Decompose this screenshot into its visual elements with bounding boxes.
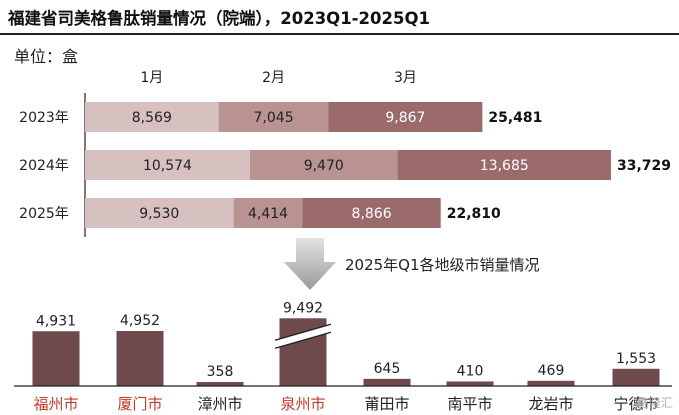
city-label-2: 厦门市 [117,395,162,413]
city-value-label: 645 [374,361,401,377]
unit-label: 单位：盒 [14,47,79,66]
bar-segment-2-1 [85,150,250,180]
category-label-3: 2025年 [19,206,69,222]
city-label-4: 泉州市 [280,395,325,413]
legend-month-2: 2月 [262,70,285,86]
bar-segment-3-2 [233,198,303,228]
city-value-label: 410 [457,363,484,379]
axis-break-gap [275,324,331,349]
total-value-label: 33,729 [617,158,671,174]
segment-value-label: 4,414 [248,206,288,222]
legend-month-1: 1月 [140,70,163,86]
total-value-label: 22,810 [447,206,501,222]
bar-segment-3-1 [85,198,234,228]
city-bar-3 [196,382,244,386]
city-label-6: 南平市 [447,395,492,413]
axis-break-line [274,331,332,349]
bar-segment-1-1 [85,102,219,132]
segment-value-label: 7,045 [254,110,294,126]
city-value-label: 4,952 [120,313,160,329]
city-label-5: 莆田市 [364,395,409,413]
axis-break-line [274,323,332,341]
segment-value-label: 13,685 [480,158,529,174]
city-bar-6 [446,381,494,386]
category-label-1: 2023年 [19,110,69,126]
bar-segment-1-3 [328,102,483,132]
city-label-3: 漳州市 [197,395,242,413]
total-value-label: 25,481 [488,110,542,126]
city-value-label: 358 [207,364,234,380]
bar-segment-2-3 [397,150,611,180]
segment-value-label: 8,569 [132,110,172,126]
segment-value-label: 8,866 [352,206,392,222]
watermark: 格隆汇 [636,396,673,410]
segment-value-label: 9,867 [385,110,425,126]
segment-value-label: 9,470 [304,158,344,174]
city-label-8: 宁德市 [613,395,658,413]
city-value-label: 4,931 [36,313,76,329]
city-bar-5 [363,378,411,386]
bar-segment-3-3 [302,198,441,228]
segment-value-label: 10,574 [143,158,192,174]
title-divider [0,33,679,35]
city-bar-8 [612,368,660,386]
city-value-label: 469 [538,363,565,379]
segment-value-label: 9,530 [139,206,179,222]
city-bar-2 [116,331,164,386]
subchart-title: 2025年Q1各地级市销量情况 [345,256,540,274]
city-label-1: 福州市 [33,395,78,413]
down-arrow-icon [284,238,336,290]
city-value-label: 9,492 [283,300,323,316]
city-bar-1 [32,331,80,386]
bar-segment-1-2 [218,102,329,132]
city-bar-7 [527,380,575,386]
city-value-label: 1,553 [616,351,656,367]
city-label-7: 龙岩市 [528,395,573,413]
bar-segment-2-2 [249,150,398,180]
category-label-2: 2024年 [19,158,69,174]
legend-month-3: 3月 [394,70,417,86]
chart-title: 福建省司美格鲁肽销量情况（院端），2023Q1-2025Q1 [8,9,430,28]
